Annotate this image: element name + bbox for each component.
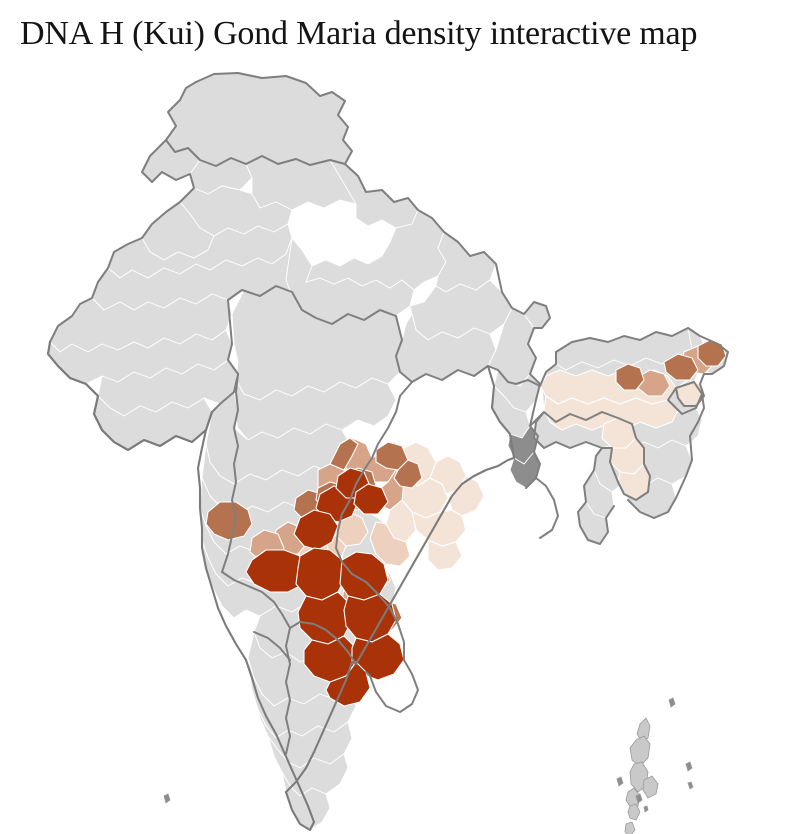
region-mp-umaria[interactable] [330,438,358,470]
region-assam-sonitpur[interactable] [616,364,644,390]
region-odisha-sambalpur[interactable] [370,522,410,566]
india-choropleth-svg[interactable] [0,52,791,834]
region-odisha-koraput[interactable] [326,662,370,706]
page-title: DNA H (Kui) Gond Maria density interacti… [20,15,698,52]
region-cg-kanker[interactable] [294,510,338,550]
region-cg-jashpur[interactable] [394,460,422,488]
andaman-nicobar-islands [164,698,693,834]
highlight-cluster-central-india[interactable] [206,438,484,706]
region-assam-lakhimpur[interactable] [636,370,670,396]
region-assam-valley-east[interactable] [544,396,678,430]
region-arunachal-dibang[interactable] [664,354,698,380]
region-cg-bilaspur-core[interactable] [354,484,388,514]
region-odisha-kalahandi[interactable] [340,552,388,600]
map-canvas[interactable] [0,52,791,834]
region-arunachal-east-tip[interactable] [698,340,726,366]
region-maharashtra-gondia-outlier[interactable] [206,502,252,540]
coastline [48,342,514,830]
region-odisha-angul[interactable] [412,510,466,546]
region-odisha-dhenkanal[interactable] [428,540,462,570]
highlight-cluster-north-east[interactable] [540,340,726,500]
